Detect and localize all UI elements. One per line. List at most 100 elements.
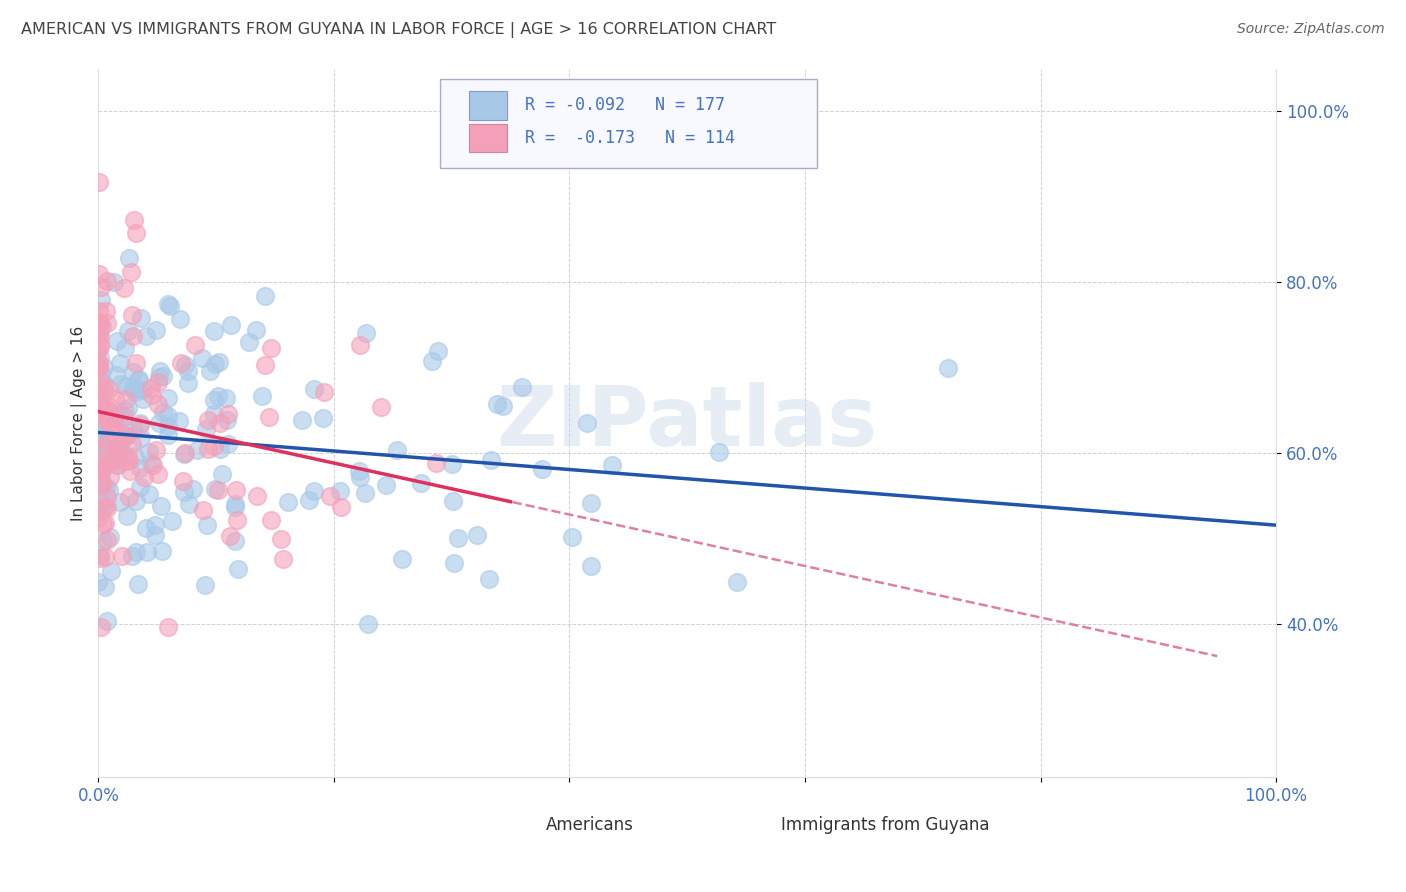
Point [104, 407, 127, 421]
Point [298, 492, 321, 507]
Point [467, 528, 489, 542]
Point [87, 503, 110, 517]
Point [145, 528, 167, 542]
Point [357, 616, 380, 631]
Point [510, 380, 533, 394]
Text: R =  -0.173   N = 114: R = -0.173 N = 114 [524, 129, 735, 147]
Point [725, 574, 748, 589]
Point [104, 441, 127, 455]
Point [329, 484, 352, 499]
Text: Immigrants from Guyana: Immigrants from Guyana [782, 816, 990, 834]
Point [90, 293, 112, 307]
Point [90, 476, 112, 491]
Point [173, 485, 195, 500]
Point [143, 518, 166, 533]
Bar [728, 814, 762, 836]
Point [89, 400, 111, 414]
Point [87, 511, 110, 525]
Point [183, 482, 205, 496]
Point [96, 435, 118, 450]
Point [87, 575, 110, 590]
Point [146, 397, 169, 411]
Point [98, 382, 121, 396]
Point [97, 449, 120, 463]
Point [108, 409, 131, 423]
Point [87, 324, 110, 338]
Point [191, 351, 214, 365]
Point [129, 460, 152, 475]
Point [104, 392, 127, 406]
Point [157, 391, 180, 405]
Point [121, 308, 143, 322]
Point [135, 521, 157, 535]
Point [87, 176, 110, 190]
Point [112, 409, 135, 423]
Point [108, 377, 131, 392]
Point [131, 383, 153, 397]
Point [479, 453, 502, 467]
Point [107, 458, 129, 472]
Point [204, 357, 226, 371]
Point [105, 409, 128, 424]
Point [142, 458, 165, 473]
Point [202, 407, 225, 421]
Point [347, 464, 370, 478]
Point [385, 443, 408, 458]
Point [221, 318, 243, 333]
Point [115, 450, 138, 464]
Point [89, 435, 111, 450]
Point [217, 437, 239, 451]
Point [314, 384, 336, 399]
Point [93, 516, 115, 530]
Point [208, 442, 231, 456]
Point [87, 427, 110, 442]
Y-axis label: In Labor Force | Age > 16: In Labor Force | Age > 16 [72, 326, 87, 521]
Point [117, 425, 139, 439]
Point [132, 392, 155, 406]
Point [224, 497, 246, 511]
Point [217, 408, 239, 422]
Point [531, 461, 554, 475]
Point [411, 476, 433, 491]
Point [179, 497, 201, 511]
Point [103, 414, 125, 428]
Text: AMERICAN VS IMMIGRANTS FROM GUYANA IN LABOR FORCE | AGE > 16 CORRELATION CHART: AMERICAN VS IMMIGRANTS FROM GUYANA IN LA… [21, 22, 776, 38]
Point [94, 480, 117, 494]
Point [202, 439, 225, 453]
Point [224, 500, 246, 514]
Point [120, 265, 142, 279]
Point [219, 528, 242, 542]
Point [89, 336, 111, 351]
Point [91, 533, 114, 548]
Point [93, 440, 115, 454]
Point [96, 614, 118, 628]
Point [129, 418, 152, 433]
Point [129, 480, 152, 494]
Point [135, 545, 157, 559]
Point [107, 423, 129, 437]
Point [90, 475, 112, 489]
Point [89, 401, 111, 416]
Point [440, 457, 463, 471]
Point [105, 440, 128, 454]
Point [105, 453, 128, 467]
Point [370, 400, 392, 414]
Point [936, 361, 959, 376]
Point [146, 375, 169, 389]
Point [226, 562, 249, 576]
Point [96, 490, 118, 504]
Point [87, 343, 110, 357]
Point [89, 379, 111, 393]
Point [121, 422, 143, 436]
FancyBboxPatch shape [440, 79, 817, 168]
Point [707, 444, 730, 458]
Point [89, 411, 111, 425]
Point [87, 359, 110, 374]
Point [157, 297, 180, 311]
Point [90, 477, 112, 491]
Point [100, 564, 122, 578]
Point [561, 531, 583, 545]
Point [124, 356, 146, 370]
Point [194, 578, 217, 592]
Point [122, 328, 145, 343]
